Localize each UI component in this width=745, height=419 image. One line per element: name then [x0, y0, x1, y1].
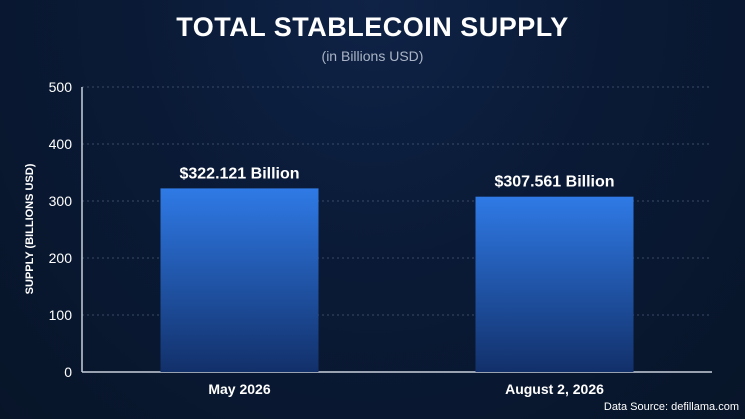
bars — [160, 188, 634, 372]
bar-value-label: $322.121 Billion — [179, 165, 299, 182]
bar-value-label: $307.561 Billion — [494, 174, 614, 191]
y-tick-label: 300 — [49, 193, 73, 209]
y-axis-label: SUPPLY (BILLIONS USD) — [24, 163, 36, 294]
y-tick-label: 0 — [64, 364, 72, 380]
labels: 0 100 200 300 400 500 $322.121 Billion May 2026… — [49, 79, 615, 397]
y-tick-label: 500 — [49, 79, 73, 95]
y-tick-label: 400 — [49, 136, 73, 152]
data-source-note: Data Source: defillama.com — [603, 401, 739, 413]
chart-title: TOTAL STABLECOIN SUPPLY — [176, 12, 569, 42]
bar — [160, 188, 319, 372]
x-category-label: August 2, 2026 — [505, 381, 604, 397]
bar — [475, 196, 634, 372]
y-tick-label: 100 — [49, 307, 73, 323]
x-category-label: May 2026 — [208, 381, 270, 397]
y-tick-label: 200 — [49, 250, 73, 266]
chart-subtitle: (in Billions USD) — [321, 48, 424, 64]
